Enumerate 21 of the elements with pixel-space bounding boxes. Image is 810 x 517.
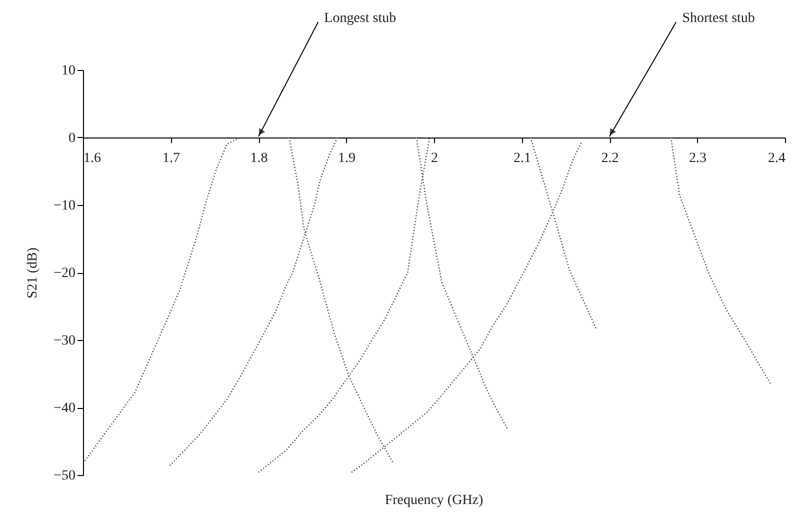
y-tick-label: −20: [54, 266, 76, 281]
x-tick-label: 2.3: [689, 151, 706, 166]
x-tick-label: 1.6: [84, 151, 101, 166]
text: Longest stub: [324, 11, 396, 26]
x-tick-label: 2.1: [514, 151, 531, 166]
y-tick-label: −50: [54, 468, 76, 484]
line-series: [84, 136, 242, 462]
x-tick-label: 1.9: [338, 151, 356, 166]
y-axis-title: S21 (dB): [26, 247, 41, 298]
x-tick-label: 2.4: [768, 151, 786, 166]
y-tick-label: −30: [54, 334, 76, 348]
y-tick-label: 10: [62, 64, 76, 78]
x-tick-label: 1.7: [162, 151, 180, 166]
x-tick-label: 2.2: [601, 151, 619, 166]
y-tick-label: 0: [68, 131, 76, 146]
text: Shortest stub: [682, 11, 755, 26]
x-tick-label: 2: [431, 151, 438, 166]
y-tick-label: −10: [54, 198, 76, 214]
x-tick-label: 1.8: [250, 151, 268, 166]
y-tick-label: −40: [54, 401, 76, 416]
x-axis-title: Frequency (GHz): [384, 493, 484, 508]
